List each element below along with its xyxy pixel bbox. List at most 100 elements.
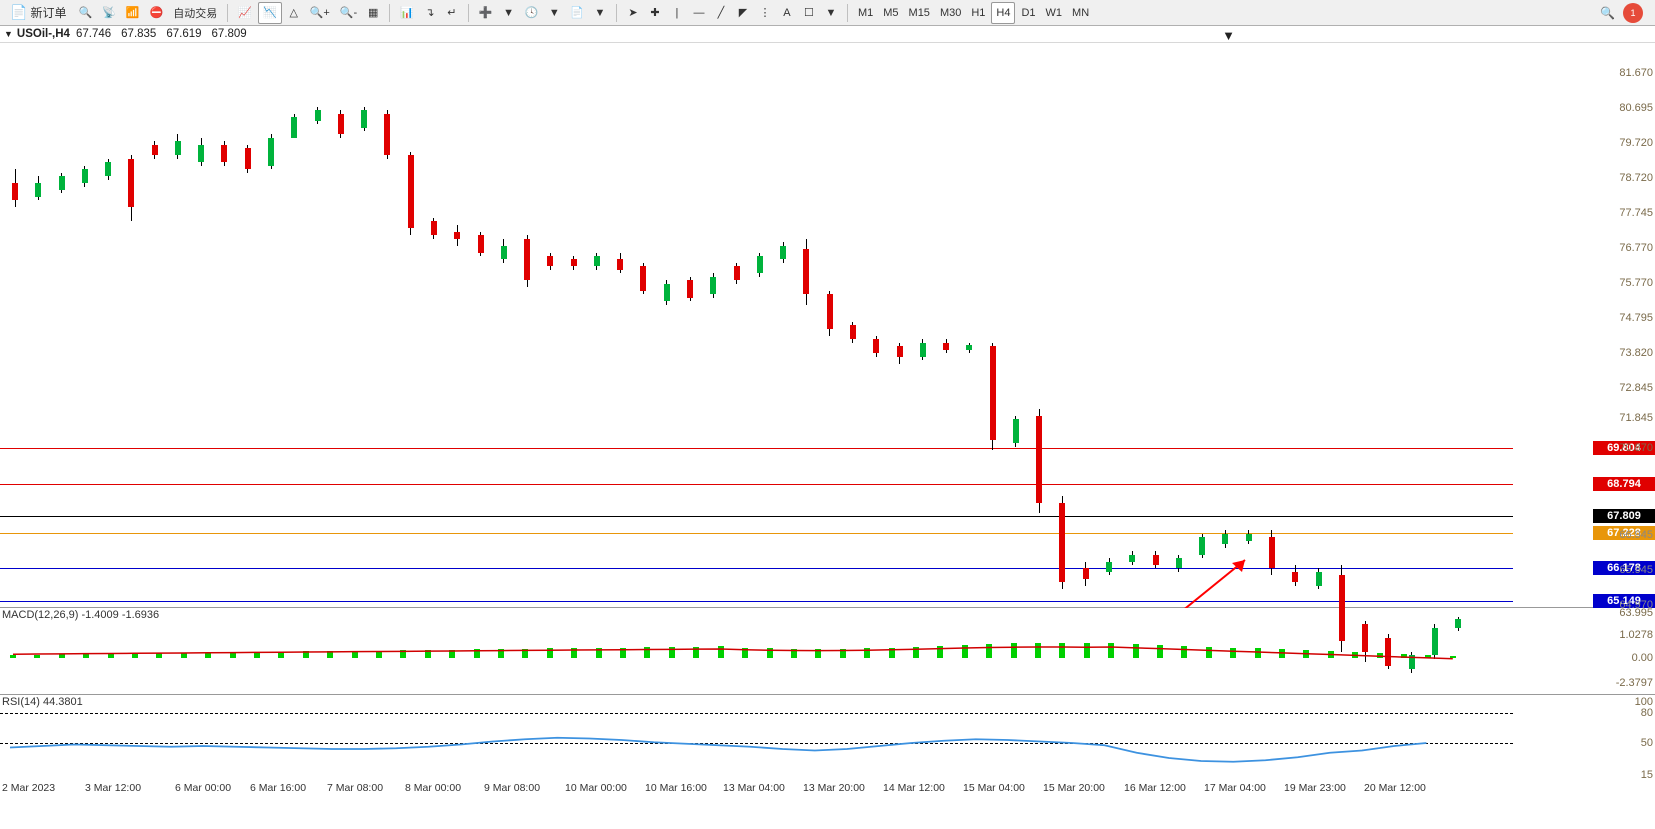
tf-m30[interactable]: M30	[936, 2, 965, 24]
grid-icon[interactable]: ▦	[363, 2, 383, 24]
candle-body[interactable]	[82, 169, 88, 183]
trendline-icon[interactable]: ╱	[711, 2, 731, 24]
candle-body[interactable]	[850, 325, 856, 339]
candle-body[interactable]	[12, 183, 18, 200]
candle-body[interactable]	[943, 343, 949, 350]
dropdown-1-icon[interactable]: ▼	[499, 2, 519, 24]
hline-label-67809[interactable]: 67.809	[1593, 509, 1655, 523]
candle-body[interactable]	[245, 148, 251, 169]
tf-h4[interactable]: H4	[991, 2, 1015, 24]
search-icon[interactable]: 🔍	[1600, 6, 1615, 20]
dropdown-4-icon[interactable]: ▼	[821, 2, 841, 24]
new-order-button[interactable]: 📄 新订单	[4, 4, 72, 21]
dots-icon[interactable]: ⋮	[755, 2, 775, 24]
candle-body[interactable]	[687, 280, 693, 297]
candle-body[interactable]	[827, 294, 833, 329]
tf-m5[interactable]: M5	[879, 2, 902, 24]
rsi-value-line[interactable]	[0, 695, 1513, 782]
vline-icon[interactable]: |	[667, 2, 687, 24]
macd-panel[interactable]: MACD(12,26,9) -1.4009 -1.6936 63.995 1.0…	[0, 608, 1655, 695]
eraser-icon[interactable]: 🔍	[74, 2, 96, 24]
text-icon[interactable]: A	[777, 2, 797, 24]
cursor-icon[interactable]: ➤	[623, 2, 643, 24]
zoom-out-icon[interactable]: 🔍-	[336, 2, 361, 24]
candle-body[interactable]	[524, 239, 530, 281]
candle-body[interactable]	[1059, 503, 1065, 583]
hline-icon[interactable]: ―	[689, 2, 709, 24]
fib-icon[interactable]: ◤	[733, 2, 753, 24]
candle-body[interactable]	[175, 141, 181, 155]
candle-body[interactable]	[1106, 562, 1112, 572]
candle-chart-icon[interactable]: 📉	[258, 2, 282, 24]
candle-body[interactable]	[1269, 537, 1275, 568]
collapse-arrow-icon[interactable]: ▼	[4, 29, 13, 39]
new-indicator-icon[interactable]: ➕	[475, 2, 497, 24]
candle-body[interactable]	[617, 259, 623, 269]
candle-body[interactable]	[594, 256, 600, 266]
candle-body[interactable]	[291, 117, 297, 138]
candle-body[interactable]	[315, 110, 321, 120]
crosshair-icon[interactable]: ✚	[645, 2, 665, 24]
candle-body[interactable]	[990, 346, 996, 440]
candle-body[interactable]	[198, 145, 204, 162]
candle-body[interactable]	[710, 277, 716, 294]
candle-body[interactable]	[1129, 555, 1135, 562]
candle-body[interactable]	[59, 176, 65, 190]
hline-label-68794[interactable]: 68.794	[1593, 477, 1655, 491]
notification-badge[interactable]: 1	[1623, 3, 1643, 23]
trend-arrow-annotation[interactable]	[1150, 548, 1260, 608]
candle-body[interactable]	[547, 256, 553, 266]
candle-body[interactable]	[1316, 572, 1322, 586]
tf-m15[interactable]: M15	[905, 2, 934, 24]
candle-body[interactable]	[152, 145, 158, 155]
area-chart-icon[interactable]: △	[284, 2, 304, 24]
tf-mn[interactable]: MN	[1068, 2, 1093, 24]
candle-body[interactable]	[1013, 419, 1019, 443]
right-scale-icon[interactable]: ↵	[442, 2, 462, 24]
candle-body[interactable]	[571, 259, 577, 266]
candle-body[interactable]	[221, 145, 227, 162]
line-chart-icon[interactable]: 📈	[234, 2, 256, 24]
candlestick-series[interactable]	[2, 43, 1515, 608]
candle-body[interactable]	[1292, 572, 1298, 582]
price-panel[interactable]: 69.804 68.794 67.809 67.228 66.178 65.14…	[0, 43, 1655, 608]
candle-body[interactable]	[664, 284, 670, 301]
macd-signal-line[interactable]	[0, 608, 1513, 695]
autotrade-label[interactable]: 自动交易	[169, 2, 221, 24]
clock-icon[interactable]: 🕓	[521, 2, 543, 24]
candle-body[interactable]	[431, 221, 437, 235]
left-scale-icon[interactable]: ↴	[420, 2, 440, 24]
candle-body[interactable]	[803, 249, 809, 294]
candle-body[interactable]	[1036, 416, 1042, 503]
candle-body[interactable]	[734, 266, 740, 280]
candle-body[interactable]	[1083, 568, 1089, 578]
tf-h1[interactable]: H1	[967, 2, 989, 24]
candle-body[interactable]	[268, 138, 274, 166]
candle-body[interactable]	[920, 343, 926, 357]
candle-body[interactable]	[478, 235, 484, 252]
candle-body[interactable]	[897, 346, 903, 356]
candle-body[interactable]	[966, 345, 972, 350]
candle-body[interactable]	[338, 114, 344, 135]
rsi-panel[interactable]: RSI(14) 44.3801 100 80 50 15	[0, 695, 1655, 782]
dropdown-3-icon[interactable]: ▼	[590, 2, 610, 24]
autotrade-icon[interactable]: ⛔	[146, 2, 168, 24]
candle-body[interactable]	[757, 256, 763, 273]
template-icon[interactable]: 📄	[566, 2, 588, 24]
candle-body[interactable]	[1246, 534, 1252, 541]
candle-body[interactable]	[873, 339, 879, 353]
candle-body[interactable]	[780, 246, 786, 260]
candle-body[interactable]	[454, 232, 460, 239]
candle-body[interactable]	[128, 159, 134, 208]
connect-icon[interactable]: 📡	[98, 2, 120, 24]
candle-body[interactable]	[1222, 534, 1228, 544]
tf-m1[interactable]: M1	[854, 2, 877, 24]
signal-icon[interactable]: 📶	[122, 2, 144, 24]
candle-body[interactable]	[361, 110, 367, 127]
candle-body[interactable]	[35, 183, 41, 197]
tf-d1[interactable]: D1	[1017, 2, 1039, 24]
candle-body[interactable]	[105, 162, 111, 176]
candle-body[interactable]	[384, 114, 390, 156]
candle-body[interactable]	[640, 266, 646, 290]
dropdown-2-icon[interactable]: ▼	[544, 2, 564, 24]
